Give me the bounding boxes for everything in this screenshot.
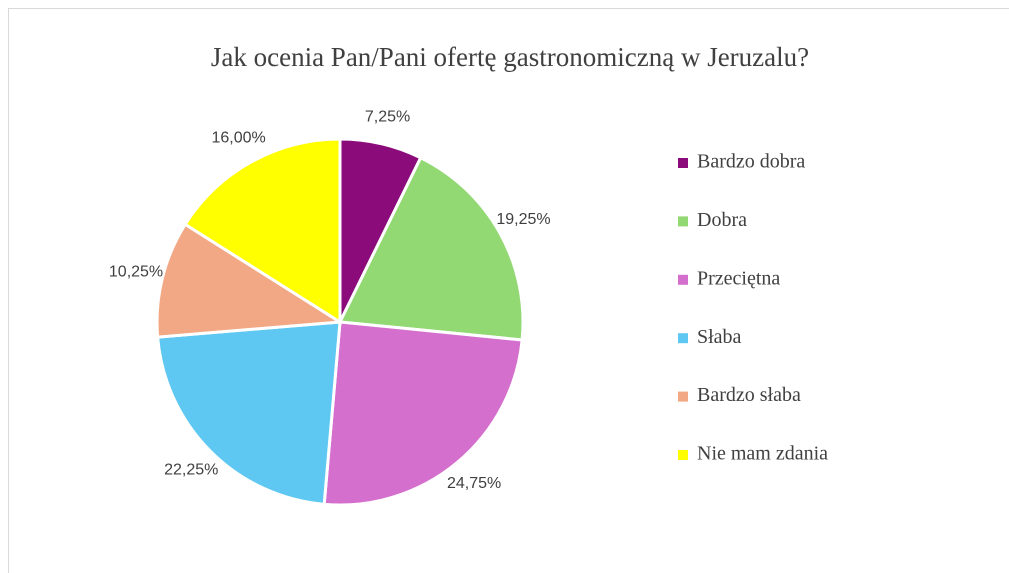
data-label: 24,75% bbox=[447, 475, 501, 492]
legend-swatch bbox=[678, 158, 688, 168]
legend-label: Dobra bbox=[697, 209, 747, 231]
legend-label: Słaba bbox=[697, 326, 742, 348]
chart-border bbox=[8, 8, 1009, 573]
pie-slice bbox=[156, 320, 342, 506]
data-label: 16,00% bbox=[211, 129, 265, 146]
pie-slice bbox=[322, 320, 524, 507]
legend-label: Przeciętna bbox=[697, 267, 780, 289]
chart-title: Jak ocenia Pan/Pani ofertę gastronomiczn… bbox=[211, 42, 809, 72]
pie-slice bbox=[183, 137, 342, 325]
data-label: 7,25% bbox=[365, 109, 410, 126]
legend-label: Nie mam zdania bbox=[697, 443, 828, 465]
pie-slice bbox=[337, 155, 525, 342]
legend-label: Bardzo dobra bbox=[697, 151, 805, 173]
legend-swatch bbox=[678, 450, 688, 460]
data-label: 10,25% bbox=[109, 263, 163, 280]
pie-slice bbox=[155, 222, 345, 339]
legend-label: Bardzo słaba bbox=[697, 384, 801, 406]
data-label: 22,25% bbox=[164, 461, 218, 478]
legend-swatch bbox=[678, 333, 688, 344]
legend-swatch bbox=[678, 274, 688, 285]
data-label: 19,25% bbox=[496, 211, 550, 228]
legend-swatch bbox=[678, 391, 688, 402]
legend-swatch bbox=[678, 216, 688, 227]
